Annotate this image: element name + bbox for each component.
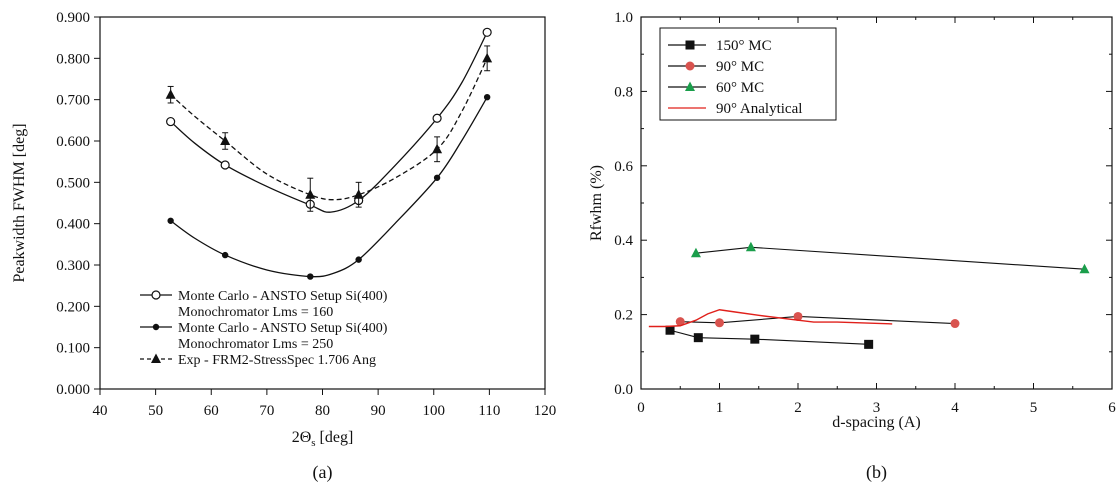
- panel-a-series-1-point: [166, 116, 176, 127]
- panel-a-legend-marker: [151, 353, 161, 363]
- panel-a-x-tick-label: 100: [423, 403, 446, 419]
- panel-a-series-2-point: [307, 273, 314, 280]
- panel-a-series-2-point: [355, 256, 362, 263]
- panel-b-series-1-point: [693, 333, 703, 343]
- panel-a-y-tick-label: 0.600: [56, 134, 90, 150]
- panel-a-y-tick-label: 0.300: [56, 258, 90, 274]
- panel-b-legend-marker: [685, 40, 695, 50]
- panel-a-x-tick-label: 40: [93, 403, 108, 419]
- panel-b-x-axis-label: d-spacing (A): [832, 414, 920, 431]
- panel-b-x-tick-label: 6: [1108, 400, 1116, 416]
- panel-b-y-tick-label: 1.0: [614, 10, 633, 26]
- panel-b-series-1-point: [750, 334, 760, 344]
- panel-a-legend-text: Exp - FRM2-StressSpec 1.706 Ang: [178, 353, 376, 368]
- panel-a-x-tick-label: 60: [204, 403, 219, 419]
- panel-b-legend-text: 60° MC: [716, 80, 764, 96]
- panel-a-legend-text: Monte Carlo - ANSTO Setup Si(400): [178, 321, 388, 336]
- panel-a-series-2-point: [483, 93, 491, 101]
- panel-b-series-2-point: [675, 317, 685, 327]
- panel-b-series-3-point: [745, 241, 756, 252]
- panel-a-series-3-point: [305, 189, 316, 199]
- panel-b-x-tick-label: 1: [716, 400, 724, 416]
- panel-b-series-2-point: [950, 319, 960, 329]
- panel-b-x-tick-label: 5: [1030, 400, 1038, 416]
- panel-a-legend-marker: [151, 290, 161, 300]
- panel-a-legend-text: Monte Carlo - ANSTO Setup Si(400): [178, 289, 388, 304]
- panel-b-series-4-line: [648, 309, 893, 328]
- panel-a-series-3-point: [220, 135, 231, 145]
- panel-b-series-3-point: [690, 247, 701, 258]
- panel-b-legend-marker: [685, 81, 695, 91]
- panel-a-series-3-point: [482, 52, 493, 63]
- panel-b-x-tick-label: 2: [794, 400, 802, 416]
- panel-a-series-3-point: [432, 143, 443, 154]
- panel-b-y-axis-label: Rfwhm (%): [588, 165, 605, 241]
- panel-b-y-tick-label: 0.8: [614, 84, 633, 100]
- panel-b-series-2-line: [680, 315, 956, 325]
- panel-a-x-tick-label: 90: [371, 403, 386, 419]
- panel-b-series-2-point: [793, 311, 803, 321]
- panel-a-x-tick-label: 80: [315, 403, 330, 419]
- panel-a-series-1-point: [482, 27, 492, 37]
- panel-a-y-tick-label: 0.500: [56, 175, 90, 191]
- panel-b-label: (b): [866, 462, 887, 483]
- panel-a-y-tick-label: 0.400: [56, 217, 90, 233]
- panel-b-legend-text: 150° MC: [716, 38, 772, 54]
- panel-b-legend-text: 90° MC: [716, 59, 764, 75]
- panel-a-y-tick-label: 0.800: [56, 51, 90, 67]
- panel-a-y-tick-label: 0.900: [56, 10, 90, 26]
- panel-a-series-2-point: [167, 217, 174, 224]
- panel-b-x-tick-label: 4: [951, 400, 959, 416]
- panel-b-y-tick-label: 0.2: [614, 308, 633, 324]
- panel-a-series-3-line: [170, 58, 488, 201]
- panel-a-series-2-line: [170, 96, 488, 278]
- panel-b-series-3-point: [1079, 263, 1090, 274]
- panel-b-legend-marker: [685, 61, 695, 71]
- panel-b-series-2-point: [715, 318, 724, 328]
- panel-b-x-tick-label: 0: [637, 400, 645, 416]
- panel-a-series-1-point: [220, 160, 230, 170]
- panel-a-x-tick-label: 50: [148, 403, 163, 419]
- panel-a-x-tick-label: 110: [478, 403, 500, 419]
- panel-b-series-1-line: [669, 329, 869, 345]
- panel-a-y-tick-label: 0.200: [56, 299, 90, 315]
- panel-b-y-tick-label: 0.0: [614, 382, 633, 398]
- panel-b-series-1-point: [665, 325, 675, 335]
- panel-a-series-3-point: [165, 89, 176, 99]
- panel-a-series-3-point: [353, 189, 364, 199]
- panel-a-series-1-point: [432, 113, 442, 123]
- panel-a-x-axis-label: 2Θs [deg]: [292, 429, 354, 449]
- panel-a-series-2-point: [433, 174, 441, 181]
- panel-a-y-tick-label: 0.700: [56, 93, 90, 109]
- panel-b-y-tick-label: 0.4: [614, 233, 633, 249]
- panel-a-series-2-point: [221, 251, 229, 259]
- panel-a-y-tick-label: 0.100: [56, 341, 90, 357]
- panel-a-y-axis-label: Peakwidth FWHM [deg]: [11, 123, 28, 282]
- panel-a-x-tick-label: 70: [259, 403, 274, 419]
- panel-a-series-1-line: [170, 32, 488, 213]
- panel-b-legend-text: 90° Analytical: [716, 101, 802, 117]
- panel-a-legend-marker: [152, 323, 160, 331]
- panel-a-label: (a): [313, 462, 333, 483]
- panel-b-x-tick-label: 3: [873, 400, 881, 416]
- panel-a-legend-text: Monochromator Lms = 160: [178, 305, 333, 320]
- panel-a-x-tick-label: 120: [534, 403, 557, 419]
- panel-b-series-1-point: [864, 339, 874, 349]
- panel-a-y-tick-label: 0.000: [56, 382, 90, 398]
- panel-b-y-tick-label: 0.6: [614, 159, 633, 175]
- panel-a-legend-text: Monochromator Lms = 250: [178, 337, 333, 352]
